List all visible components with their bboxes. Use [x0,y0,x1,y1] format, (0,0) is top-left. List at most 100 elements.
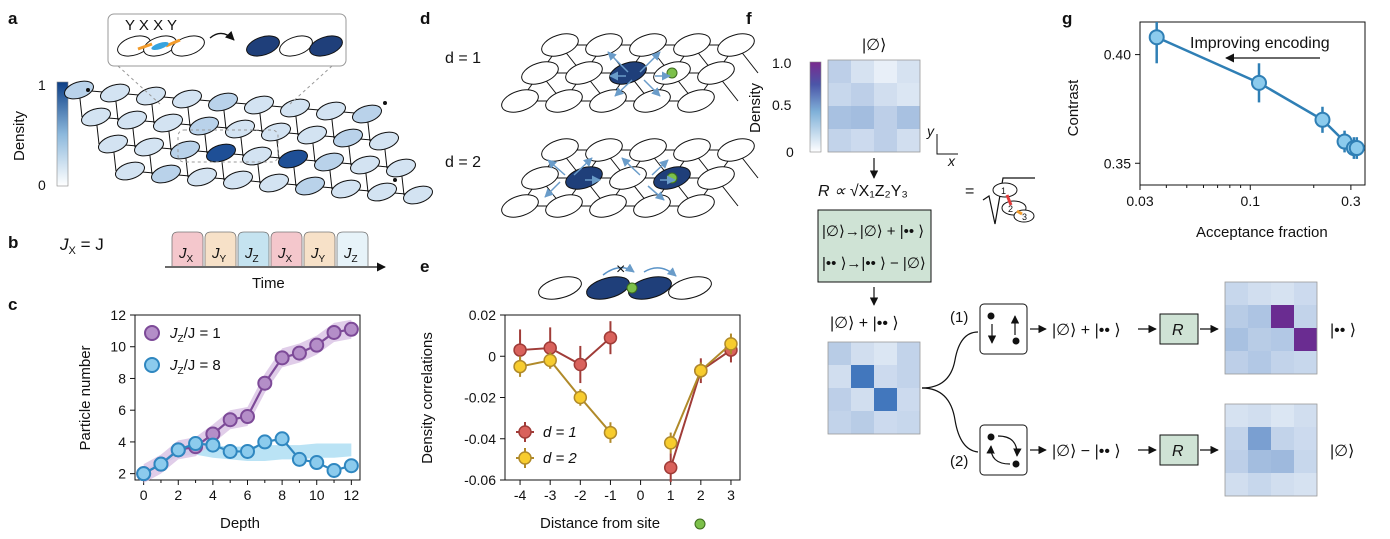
colorbar-a [56,81,69,187]
heatmap-cell [851,411,874,434]
heatmap-cell [1225,473,1248,496]
lattice-site [565,61,603,85]
colorbar-f-tick: 0.5 [772,97,792,113]
f-branch2-result: |∅⟩ − |•• ⟩ [1052,443,1121,460]
legend-c-marker-1 [144,325,160,341]
plot-e-xtick-label: -2 [574,487,587,503]
heatmap-cell [828,106,851,129]
lattice-site [98,134,128,154]
hop-arrow [544,181,561,198]
heatmap-cell [897,342,920,365]
plot-e-point [573,357,588,372]
heatmap-cell [874,60,897,83]
f-mini-bond [1005,194,1013,206]
lattice-a [64,80,433,205]
plot-e-xtick-label: 3 [727,487,735,503]
plot-e: -4 -3 -2 -1 0 1 2 3 0.02 0 -0.02 -0.04 -0.06 [464,307,738,503]
heatmap-cell [1271,404,1294,427]
legend-e-label-2: d = 2 [543,450,577,467]
plot-c-point [136,466,152,482]
lattice-site [585,138,623,162]
heatmap-cell [851,365,874,388]
heatmap-cell [851,60,874,83]
heatmap-cell [874,342,897,365]
heatmap-top [827,59,921,153]
heatmap-cell [1248,282,1271,305]
f-axes-icon [936,134,958,155]
plot-g-series-line [1156,36,1357,150]
lattice-site [585,33,623,57]
lattice-site [187,167,217,187]
plot-e-point [603,425,618,440]
lattice-site [521,166,559,190]
plot-c-point [170,442,186,458]
heatmap-cell [1294,427,1317,450]
heatmap-cell [897,83,920,106]
heatmap-cell [851,83,874,106]
pulse-block [171,231,204,266]
legend-c-label-2: JZ/J = 8 [169,357,221,377]
lattice-site [677,89,715,113]
lattice-site [331,179,361,199]
lattice-site [352,104,382,124]
lattice-site [295,176,325,196]
plot-e-point [663,436,678,450]
legend-c-marker-2 [144,357,160,373]
pulse-label: JX [178,245,194,265]
f-branch-1 [921,331,979,389]
e-site [668,276,712,300]
plot-c-point [240,409,255,425]
f-R-box-1-label: R [1172,322,1184,339]
legend-e-marker-1 [518,425,532,439]
plot-c-ytick-label: 8 [118,370,126,386]
lattice-site [629,138,667,162]
lattice-site [521,61,559,85]
lattice-site [386,158,416,178]
plot-e-xtick-label: 2 [697,487,705,503]
plot-c-point [309,337,325,353]
plot-g-xtick-label: 0.03 [1126,193,1153,209]
panel-f: 1.0 0.5 0 Density |∅⟩ y x R ∝ √X₁Z₂Y₃ = … [747,37,1356,497]
f-branch2-label: (2) [950,453,968,470]
pulse-block [237,231,270,266]
plot-e-ytick-label: -0.02 [464,390,496,406]
plot-e-xtick-label: 1 [667,487,675,503]
hop-arrow [651,159,669,176]
lattice-site [367,182,397,202]
f-branch2-box [979,424,1028,476]
f-R-formula: R ∝ √X₁Z₂Y₃ [818,183,908,200]
f-branch1-box [979,303,1028,355]
plot-c-point [291,451,307,467]
plot-e-point [663,460,678,475]
heatmap-frame [1224,281,1318,375]
heatmap-cell [1248,427,1271,450]
lattice-d2 [501,138,759,218]
hop-arrow [614,79,633,97]
plot-g-annotation: Improving encoding [1190,35,1330,52]
panel-label-c: c [8,295,17,314]
f-R-box-1 [1159,313,1199,345]
inset-site [279,35,313,57]
colorbar-f-tick: 1.0 [772,55,792,71]
inset-particle [151,42,169,50]
lattice-site [565,166,603,190]
f-sqrt-icon [982,177,1035,225]
plot-c-ytick-label: 10 [110,339,126,355]
colorbar-a-min: 0 [38,177,46,193]
heatmap-cell [1271,427,1294,450]
plot-c-point [257,434,273,450]
heatmap-cell [851,106,874,129]
heatmap-cell [828,342,851,365]
plot-c-xtick-label: 2 [174,487,182,503]
pulse-label: JX [277,245,293,265]
pulse-block [336,231,369,266]
inset-region [177,129,279,163]
plot-c-point [257,375,273,391]
plot-g-frame [1139,21,1366,186]
lattice-dot [86,88,90,92]
heatmap-cell [828,60,851,83]
f-final-1: |•• ⟩ [1330,322,1356,339]
hop-arrow [621,157,641,176]
heatmap-cell [874,129,897,152]
lattice-site [280,98,310,118]
